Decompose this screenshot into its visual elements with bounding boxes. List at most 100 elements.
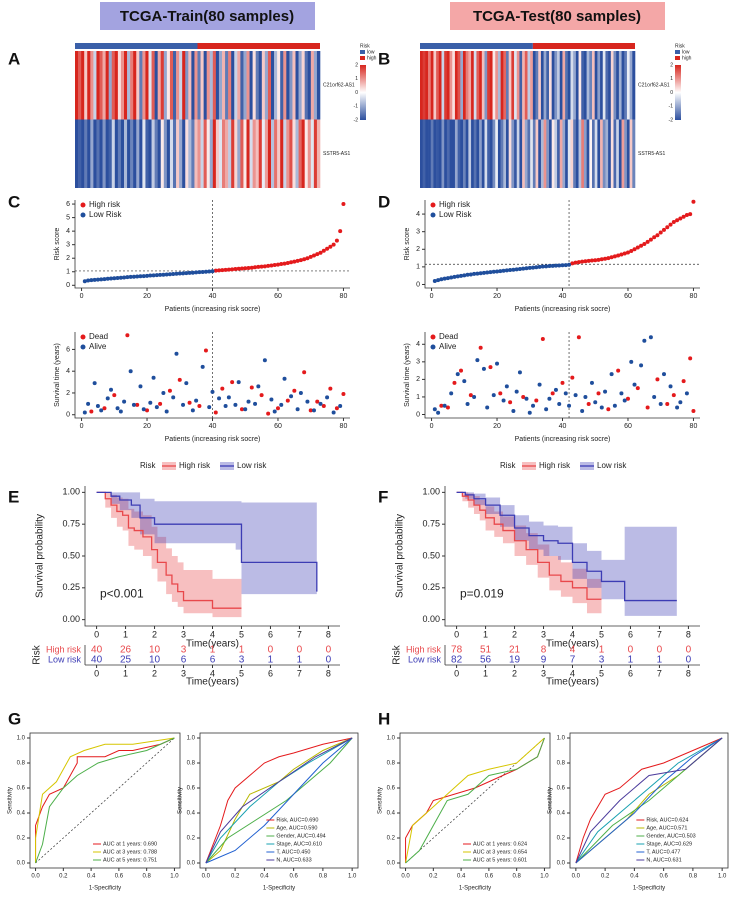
heatmap-cell [148,51,152,120]
y-tick-label: 0.6 [387,786,396,792]
point [606,256,611,261]
at-risk-count: 3 [181,645,187,656]
heatmap-cell [479,119,483,188]
point [521,394,526,399]
point [210,389,215,394]
point [655,233,660,238]
point [112,276,117,281]
point [171,395,176,400]
header-box [450,2,665,30]
point [603,389,608,394]
heatmap-cell [166,119,171,188]
heatmap-cell [460,119,464,188]
point [239,407,244,412]
heatmap-cell [163,51,168,120]
point [128,369,133,374]
legend-label: Gender, AUC=0.494 [276,833,325,839]
heatmap-cell [500,119,504,188]
y-tick-label: 0.6 [187,786,196,792]
heatmap-cell [295,119,299,188]
point [318,401,323,406]
point [468,272,473,277]
heatmap-cell [84,51,88,120]
heatmap-cell [497,119,501,188]
point [298,258,303,263]
heatmap-cell [565,119,569,188]
point [230,267,235,272]
x-tick-label: 0.2 [429,874,438,880]
heatmap-cell [479,51,483,120]
point [292,259,297,264]
heatmap-cell [93,119,97,188]
point [95,404,100,409]
heatmap-cell [613,119,617,188]
point [550,263,555,268]
y-tick-label: 1.0 [387,736,396,742]
panel-label: G [8,709,21,728]
point [449,275,454,280]
point [151,375,156,380]
heatmap-cell [246,119,250,188]
heatmap-cell [310,119,315,188]
point [282,376,287,381]
y-tick-label: 1.0 [557,736,566,742]
y-axis-label: Risk score [54,228,61,261]
heatmap-cell [546,119,550,188]
y-axis-label: Sensitivity [8,787,14,814]
point [688,356,693,361]
y-tick-label: 1 [416,264,420,271]
y-tick-label: 0.2 [187,836,196,842]
point [524,266,529,271]
row-label: SSTR5-AS1 [638,151,665,157]
point [233,402,238,407]
panel-label: F [378,487,388,506]
heatmap-cell [567,119,571,188]
roc-curve [405,737,545,864]
heatmap-cell [215,51,220,120]
point [508,268,513,273]
point [259,264,264,269]
point [498,391,503,396]
heatmap-cell [436,51,440,120]
at-risk-count: 1 [268,655,274,666]
point [197,270,202,275]
x-tick-label: 20 [143,423,151,430]
y-tick-label: 0.50 [62,550,80,560]
point [292,388,297,393]
point [86,278,91,283]
heatmap-cell [608,119,612,188]
legend-marker [430,202,436,208]
heatmap-cell [516,119,520,188]
heatmap-cell [228,119,232,188]
y-tick-label: 0.50 [422,550,440,560]
x-tick-label: 40 [559,423,567,430]
point [622,251,627,256]
point [488,270,493,275]
legend-title: Risk [500,461,517,470]
heatmap-cell [194,51,198,120]
point [521,266,526,271]
y-tick-label: 0.75 [422,519,440,529]
y-tick-label: 0.25 [62,582,80,592]
heatmap-cell [283,51,287,120]
heatmap-cell [151,119,155,188]
heatmap-cell [225,51,229,120]
heatmap-cell [484,119,488,188]
point [305,256,310,261]
y-tick-label: 0.6 [557,786,566,792]
x-tick-label: 0.0 [202,874,211,880]
point [135,274,140,279]
heatmap-cell [130,51,134,120]
y-axis-label: Risk score [404,228,411,261]
legend-marker [80,334,86,340]
point [537,264,542,269]
point [298,390,303,395]
heatmap-cell [234,51,238,120]
legend-label: Alive [439,342,457,351]
point [115,275,120,280]
point [609,372,614,377]
row-label: Low risk [48,654,82,664]
point [289,394,294,399]
header-box [100,2,315,30]
x-tick-label: 0.6 [115,874,124,880]
